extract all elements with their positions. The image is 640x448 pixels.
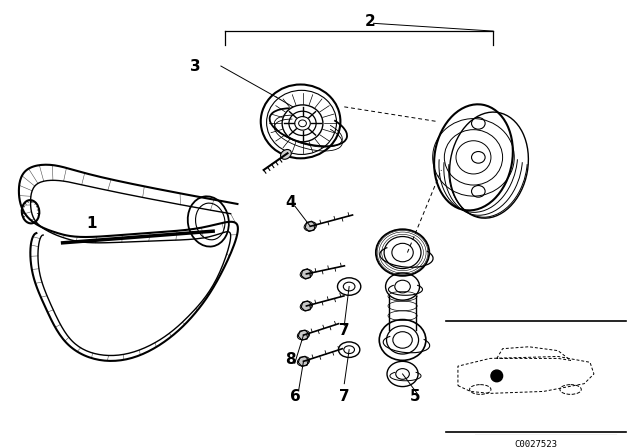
Text: 8: 8: [285, 352, 296, 367]
Circle shape: [491, 370, 502, 382]
Text: 4: 4: [285, 194, 296, 210]
Text: 5: 5: [410, 389, 420, 404]
Polygon shape: [298, 330, 308, 340]
Text: 2: 2: [365, 14, 376, 29]
Text: 3: 3: [190, 59, 201, 73]
Text: 7: 7: [339, 389, 349, 404]
Text: C0027523: C0027523: [514, 440, 557, 448]
Ellipse shape: [280, 150, 291, 159]
Text: 1: 1: [86, 216, 97, 231]
Text: 6: 6: [291, 389, 301, 404]
Polygon shape: [301, 269, 312, 279]
Polygon shape: [301, 301, 312, 311]
Text: 7: 7: [339, 323, 349, 338]
Polygon shape: [298, 356, 308, 366]
Polygon shape: [305, 221, 316, 232]
